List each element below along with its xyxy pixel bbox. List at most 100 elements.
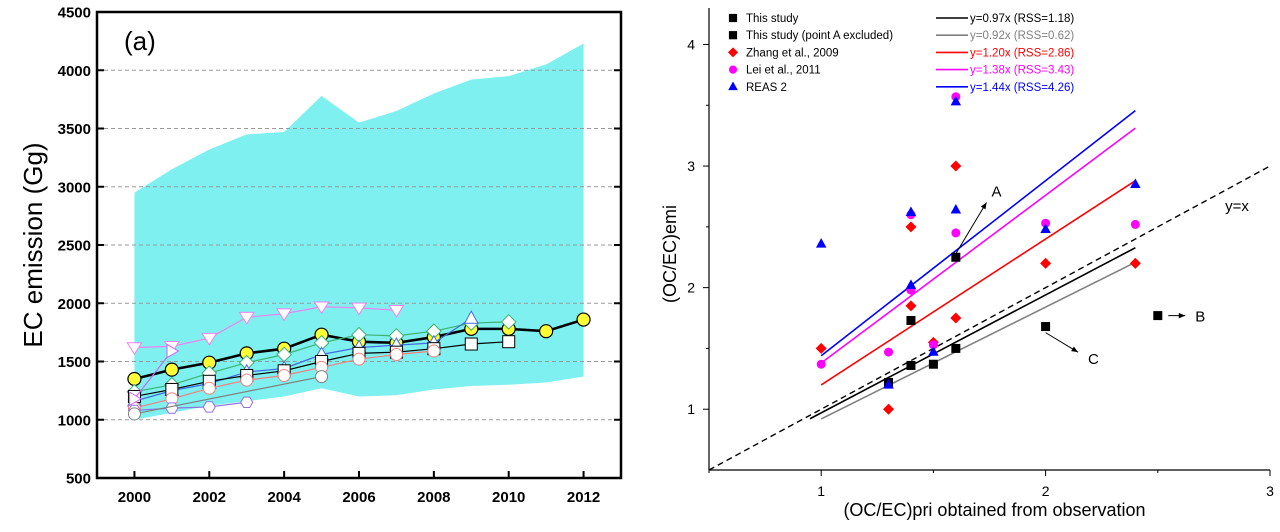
data-point <box>950 160 962 172</box>
right-panel: y=x A B C 1 2 3 1 2 3 4 This study This study (po… <box>660 8 1274 520</box>
y-tick-label: 3000 <box>58 179 91 196</box>
data-point <box>576 312 591 327</box>
fit-line-1 <box>820 261 1136 420</box>
data-point <box>815 238 827 248</box>
data-point <box>166 343 180 359</box>
series-line <box>134 306 397 349</box>
right-axes <box>708 8 1270 471</box>
annotation-label: C <box>1088 351 1099 368</box>
data-point <box>201 332 218 346</box>
data-point <box>815 342 827 354</box>
data-point <box>951 343 961 353</box>
data-point <box>202 381 216 395</box>
fit-line-0 <box>809 247 1136 420</box>
legend-marker <box>728 13 738 23</box>
data-point <box>1130 219 1140 229</box>
data-point <box>313 301 330 315</box>
x-tick-label: 2010 <box>492 489 525 506</box>
tick-layer: 2000 2002 2004 2006 2008 2010 2012 500 1000 1500 2… <box>58 5 621 506</box>
fit-lines-layer <box>809 109 1136 420</box>
data-point <box>276 308 293 322</box>
x-tick-label: 2008 <box>417 489 450 506</box>
data-point <box>388 304 405 318</box>
legend-marker <box>728 65 738 74</box>
data-point <box>905 206 917 216</box>
panel-label: (a) <box>124 26 156 56</box>
series-1 <box>126 301 405 356</box>
data-point <box>905 279 917 289</box>
data-point <box>350 302 368 316</box>
point-series-2 <box>815 160 1141 415</box>
annotation-arrowhead <box>1071 346 1078 353</box>
data-point <box>127 407 141 421</box>
data-point <box>352 352 366 366</box>
data-point <box>164 362 179 377</box>
annotation-label: B <box>1195 309 1205 326</box>
y-tick-label: 4 <box>687 36 695 52</box>
annotation-line <box>955 202 987 254</box>
y-tick-label: 500 <box>66 471 91 488</box>
data-point <box>427 344 441 358</box>
legend-fit-label: y=0.97x (RSS=1.18) <box>970 13 1074 25</box>
data-point <box>950 203 962 214</box>
legend-label: This study (point A excluded) <box>746 30 893 42</box>
legend-label: Zhang et al., 2009 <box>746 47 839 59</box>
data-point <box>1153 311 1163 321</box>
data-point <box>129 391 143 407</box>
data-point <box>238 311 255 325</box>
right-tick-layer: 1 2 3 1 2 3 4 <box>687 36 1274 499</box>
data-point <box>389 348 403 362</box>
x-tick-label: 1 <box>817 483 825 499</box>
fit-line-2 <box>820 179 1136 386</box>
annotation-label: A <box>992 183 1002 200</box>
data-point <box>905 300 917 312</box>
right-y-axis-label: (OC/EC)emi <box>660 205 680 303</box>
reference-line-layer: y=x <box>708 165 1271 471</box>
legend-fit-label: y=0.92x (RSS=0.62) <box>970 30 1074 42</box>
y-tick-label: 3500 <box>58 121 91 138</box>
data-point <box>1040 223 1051 233</box>
data-point <box>1130 178 1141 188</box>
fit-line-4 <box>820 109 1136 357</box>
annotation-arrowhead <box>980 202 987 210</box>
data-point <box>883 379 894 389</box>
data-point <box>1040 257 1052 269</box>
legend-marker <box>727 47 739 58</box>
series-8 <box>127 370 329 421</box>
series-5 <box>127 344 441 415</box>
y-tick-label: 3 <box>687 158 695 174</box>
y-tick-label: 1 <box>687 401 695 417</box>
points-layer <box>815 92 1163 415</box>
left-panel: 2000 2002 2004 2006 2008 2010 2012 500 1000 1500 2… <box>18 5 623 506</box>
y-tick-label: 2500 <box>58 238 91 255</box>
data-point <box>202 401 216 413</box>
x-tick-label: 2006 <box>342 489 375 506</box>
data-point <box>950 312 962 324</box>
data-point <box>950 95 962 106</box>
data-point <box>1129 257 1141 269</box>
data-point <box>951 252 961 262</box>
legend: This study This study (point A excluded) Z… <box>727 13 1074 94</box>
x-tick-label: 3 <box>1266 483 1274 499</box>
data-point <box>277 368 291 382</box>
data-point <box>240 396 254 408</box>
y-tick-label: 1000 <box>58 412 91 429</box>
legend-marker <box>728 81 738 91</box>
legend-fit-label: y=1.20x (RSS=2.86) <box>970 47 1074 59</box>
data-point <box>928 359 938 369</box>
annotation-arrowhead <box>1178 312 1186 319</box>
data-point <box>165 402 179 414</box>
y-tick-label: 4000 <box>58 63 91 80</box>
data-point <box>464 337 478 351</box>
legend-fit-label: y=1.44x (RSS=4.26) <box>970 82 1074 94</box>
data-point <box>884 347 894 357</box>
x-tick-label: 2004 <box>267 489 301 506</box>
annotation-layer: A B C <box>955 183 1205 368</box>
legend-fit-label: y=1.38x (RSS=3.43) <box>970 65 1074 77</box>
x-tick-label: 2 <box>1042 483 1050 499</box>
series-line <box>134 401 247 412</box>
data-point <box>928 346 939 356</box>
series-line <box>134 317 472 402</box>
data-point <box>951 228 961 238</box>
